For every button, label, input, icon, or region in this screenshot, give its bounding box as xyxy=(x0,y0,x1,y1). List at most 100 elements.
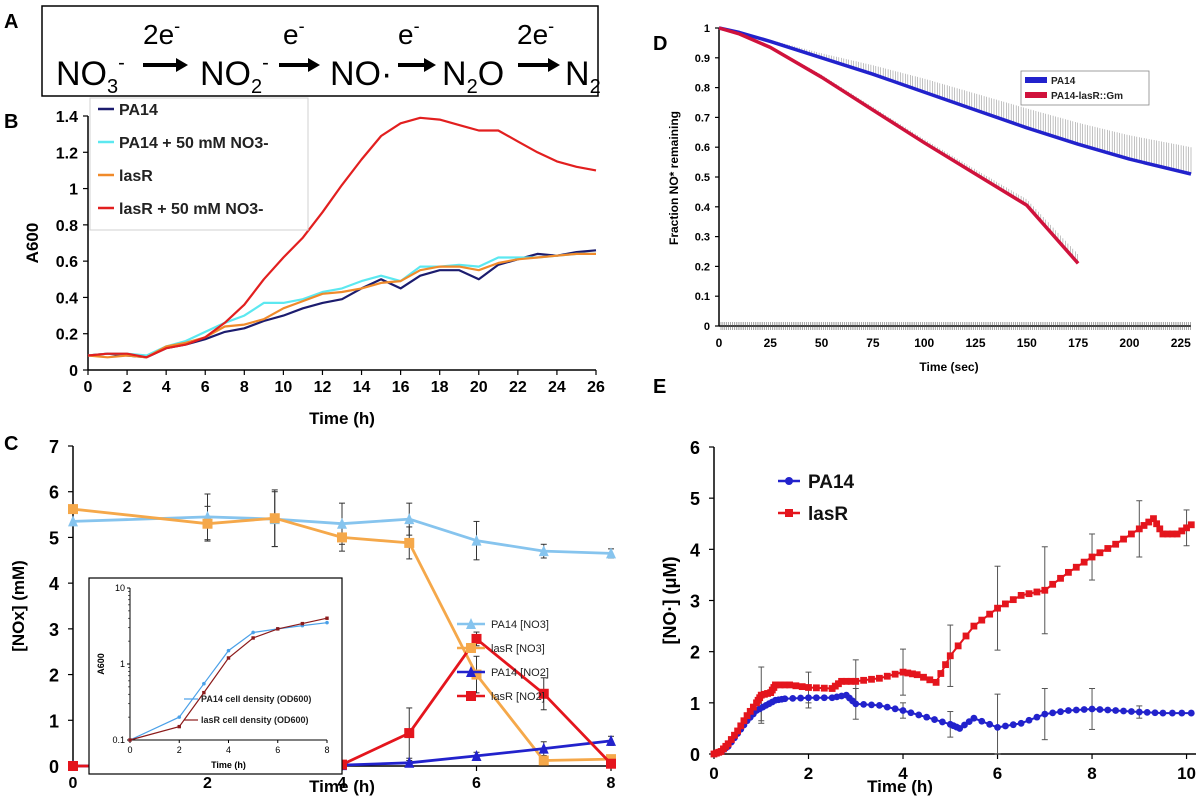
panel-d-chart: 0 0.1 0.2 0.3 0.4 0.5 0.6 0.7 0.8 0.9 1 0 25 50 75 100 1… xyxy=(667,23,1192,374)
data-point xyxy=(734,727,742,735)
data-point xyxy=(1143,708,1151,716)
legend-label: lasR [NO3] xyxy=(491,643,545,655)
y-tick-label: 4 xyxy=(49,574,59,594)
data-point xyxy=(978,717,986,725)
data-point xyxy=(1128,530,1135,538)
data-point xyxy=(68,504,78,515)
data-point xyxy=(1168,530,1176,538)
legend-marker xyxy=(785,477,793,485)
x-tick-label: 12 xyxy=(314,379,332,396)
x-tick-label: 8 xyxy=(1087,764,1096,783)
y-tick-label: 0.9 xyxy=(695,53,710,65)
step2-electrons: e- xyxy=(283,16,305,50)
inset-x-tick-label: 6 xyxy=(275,745,280,755)
y-axis-label: [NOx] (mM) xyxy=(9,560,28,652)
legend-marker xyxy=(466,643,476,653)
inset-x-tick-label: 8 xyxy=(324,745,329,755)
data-point xyxy=(1096,706,1104,713)
y-tick-label: 2 xyxy=(49,666,59,686)
data-point xyxy=(1159,530,1167,538)
y-axis-label: A600 xyxy=(23,223,42,264)
y-tick-label: 2 xyxy=(690,643,700,663)
data-point xyxy=(1120,707,1127,715)
panel-label-e: E xyxy=(653,376,666,398)
data-point xyxy=(920,673,927,681)
data-point xyxy=(471,633,482,644)
data-point xyxy=(1120,535,1127,543)
data-point xyxy=(860,700,868,708)
data-point xyxy=(883,672,891,680)
legend-label: lasR xyxy=(119,168,153,185)
data-point xyxy=(875,674,883,682)
legend-marker xyxy=(466,666,476,677)
series-line-0 xyxy=(87,249,597,359)
data-point xyxy=(931,716,938,723)
y-tick-label: 1 xyxy=(704,23,710,35)
legend-label: PA14 [NO2] xyxy=(491,667,549,679)
data-point xyxy=(1088,553,1096,561)
y-tick-label: 3 xyxy=(49,620,59,640)
inset-data-point xyxy=(226,648,231,653)
x-axis-label: Time (sec) xyxy=(919,360,978,374)
data-point xyxy=(337,532,347,543)
data-point xyxy=(970,714,978,722)
data-point xyxy=(805,684,812,691)
data-point xyxy=(1178,709,1186,717)
data-point xyxy=(1065,568,1072,576)
data-point xyxy=(962,632,970,640)
y-tick-label: 0 xyxy=(704,321,710,333)
legend-label: lasR xyxy=(808,504,848,525)
inset-data-point xyxy=(251,636,255,640)
x-tick-label: 2 xyxy=(804,764,813,783)
data-point xyxy=(1080,706,1088,713)
data-point xyxy=(970,622,978,630)
data-point xyxy=(538,545,549,557)
inset-series-line-0 xyxy=(129,622,328,741)
legend-label: PA14 xyxy=(1051,76,1076,87)
x-tick-label: 10 xyxy=(1177,764,1196,783)
legend-marker xyxy=(785,509,793,517)
data-point xyxy=(749,703,757,711)
data-point xyxy=(913,671,921,679)
y-tick-label: 0 xyxy=(49,757,59,777)
x-axis-label: Time (h) xyxy=(867,777,933,796)
data-point xyxy=(337,517,347,529)
data-point xyxy=(1017,719,1025,727)
inset-data-point xyxy=(300,621,305,626)
series-line-1 xyxy=(713,517,1192,755)
x-tick-label: 4 xyxy=(162,379,171,396)
data-point xyxy=(1002,600,1009,608)
data-point xyxy=(606,547,616,559)
data-point xyxy=(789,694,797,702)
data-point xyxy=(1025,716,1033,724)
data-point xyxy=(798,683,806,691)
data-point xyxy=(68,761,78,771)
data-point xyxy=(1159,709,1167,717)
data-point xyxy=(471,669,482,680)
inset-x-tick-label: 0 xyxy=(127,745,132,755)
y-tick-label: 0.8 xyxy=(695,83,710,95)
data-point xyxy=(909,670,916,678)
x-tick-label: 26 xyxy=(587,379,605,396)
panel-label-c: C xyxy=(4,433,18,455)
data-point xyxy=(1140,522,1148,529)
data-point xyxy=(956,725,964,732)
species-no-radical: NO· xyxy=(330,55,392,93)
data-point xyxy=(1041,586,1049,594)
data-point xyxy=(1041,710,1049,718)
data-point xyxy=(1009,721,1017,729)
y-tick-label: 4 xyxy=(690,540,700,560)
x-tick-label: 6 xyxy=(993,764,1002,783)
panel-a-equation: NO3- NO2- NO· N2O N2 2e- e- e- 2e- xyxy=(41,5,601,98)
y-tick-label: 1 xyxy=(690,694,700,714)
y-tick-label: 0.2 xyxy=(695,261,710,273)
x-tick-label: 75 xyxy=(866,336,880,350)
data-point xyxy=(404,513,415,525)
data-point xyxy=(781,681,789,689)
data-point xyxy=(743,712,751,720)
data-point xyxy=(1104,545,1112,552)
y-axis-label: Fraction NO* remaining xyxy=(667,111,681,245)
data-point xyxy=(1168,709,1176,717)
data-point xyxy=(915,711,923,719)
data-point xyxy=(994,723,1001,731)
